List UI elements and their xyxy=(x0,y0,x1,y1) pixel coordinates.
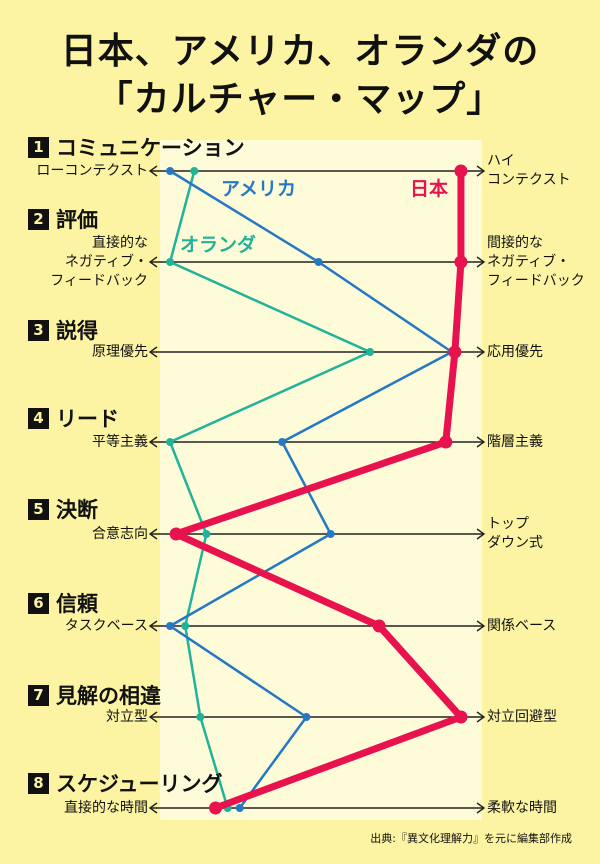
axis-arrow-left xyxy=(148,256,158,268)
dimension-number: 2 xyxy=(28,208,49,230)
axis-right-label: 階層主義 xyxy=(487,434,543,450)
chart-plot-area xyxy=(160,140,482,820)
dimension-number: 1 xyxy=(28,136,49,158)
axis-arrow-right xyxy=(476,436,486,448)
chart-title: 日本、アメリカ、オランダの xyxy=(60,31,540,72)
axis-right-label: トップ ダウン式 xyxy=(487,516,543,551)
legend-netherlands: オランダ xyxy=(180,234,257,256)
axis-arrow-right xyxy=(476,711,486,723)
dimension-title: 決断 xyxy=(56,498,98,522)
series-line-japan xyxy=(172,167,465,812)
data-point-usa xyxy=(235,804,244,812)
dimension-number: 4 xyxy=(28,407,49,429)
dimension-heading: 8 スケジューリング xyxy=(28,768,223,798)
dimension-title: リード xyxy=(56,407,119,431)
axis-left-label: 平等主義 xyxy=(92,434,148,450)
data-point-japan xyxy=(454,710,468,724)
dimension-heading: 3 説得 xyxy=(28,315,98,345)
axis-right-label: 対立回避型 xyxy=(487,709,557,725)
axis-right-label: 間接的な ネガティブ・ フィードバック xyxy=(487,235,585,289)
axis-left-label: 原理優先 xyxy=(92,344,148,360)
series-line-netherlands xyxy=(168,169,372,810)
axis-left-label: 直接的な時間 xyxy=(64,800,148,816)
axis-arrow-right xyxy=(476,802,486,814)
data-point-netherlands xyxy=(181,622,190,630)
dimension-heading: 4 リード xyxy=(28,403,119,433)
dimension-number: 7 xyxy=(28,684,49,706)
dimension-number: 6 xyxy=(28,592,49,614)
dimension-title: 説得 xyxy=(56,319,98,343)
axis-left-label: タスクベース xyxy=(64,618,148,634)
source-note: 出典:『異文化理解力』を元に編集部作成 xyxy=(370,832,572,845)
dimension-number: 8 xyxy=(28,772,49,794)
data-point-usa xyxy=(166,622,175,630)
dimension-title: 見解の相違 xyxy=(56,684,161,708)
data-point-japan xyxy=(454,164,468,178)
legend-usa: アメリカ xyxy=(221,178,297,200)
axis-right-label: 関係ベース xyxy=(487,618,557,634)
axis-left-label: ローコンテクスト xyxy=(36,163,148,179)
axis-left-label: 対立型 xyxy=(106,709,148,725)
axis-arrow-right xyxy=(476,256,486,268)
data-point-usa xyxy=(302,713,311,721)
data-point-netherlands xyxy=(166,258,175,266)
axis-right-label: 応用優先 xyxy=(487,344,543,360)
data-point-netherlands xyxy=(190,167,199,175)
dimension-heading: 7 見解の相違 xyxy=(28,680,161,710)
axis-left-label: 合意志向 xyxy=(92,526,148,542)
data-point-usa xyxy=(326,530,335,538)
dimension-heading: 1 コミュニケーション xyxy=(28,132,245,162)
axis-right-label: 柔軟な時間 xyxy=(487,800,557,816)
data-point-japan xyxy=(439,435,453,449)
data-point-netherlands xyxy=(196,713,205,721)
axis-arrow-left xyxy=(148,620,158,632)
data-point-usa xyxy=(314,258,323,266)
data-point-japan xyxy=(209,801,223,815)
axis-right-label: ハイ コンテクスト xyxy=(487,153,571,188)
dimension-title: スケジューリング xyxy=(56,772,223,796)
chart-subtitle: 「カルチャー・マップ」 xyxy=(96,79,504,120)
data-point-usa xyxy=(166,167,175,175)
axis-arrow-left xyxy=(148,165,158,177)
axis-arrow-right xyxy=(476,528,486,540)
data-point-usa xyxy=(278,438,287,446)
axis-arrow-right xyxy=(476,165,486,177)
axis-arrow-left xyxy=(148,528,158,540)
dimension-number: 5 xyxy=(28,498,49,520)
dimension-heading: 5 決断 xyxy=(28,494,98,524)
data-point-japan xyxy=(372,619,386,633)
axis-arrow-left xyxy=(148,711,158,723)
data-point-japan xyxy=(448,345,462,359)
axis-arrow-left xyxy=(148,802,158,814)
axis-arrow-right xyxy=(476,620,486,632)
data-point-netherlands xyxy=(366,348,375,356)
axis-left-label: 直接的な ネガティブ・ フィードバック xyxy=(50,235,148,289)
dimension-title: 評価 xyxy=(56,208,98,232)
data-point-japan xyxy=(169,527,183,541)
data-point-japan xyxy=(454,255,468,269)
data-point-netherlands xyxy=(202,530,211,538)
dimension-title: コミュニケーション xyxy=(56,136,245,160)
dimension-heading: 6 信頼 xyxy=(28,588,98,618)
axis-arrow-left xyxy=(148,346,158,358)
dimension-heading: 2 評価 xyxy=(28,204,98,234)
axis-arrow-left xyxy=(148,436,158,448)
data-point-netherlands xyxy=(166,438,175,446)
legend-japan: 日本 xyxy=(410,178,449,200)
axis-arrow-right xyxy=(476,346,486,358)
dimension-title: 信頼 xyxy=(56,592,98,616)
dimension-number: 3 xyxy=(28,319,49,341)
